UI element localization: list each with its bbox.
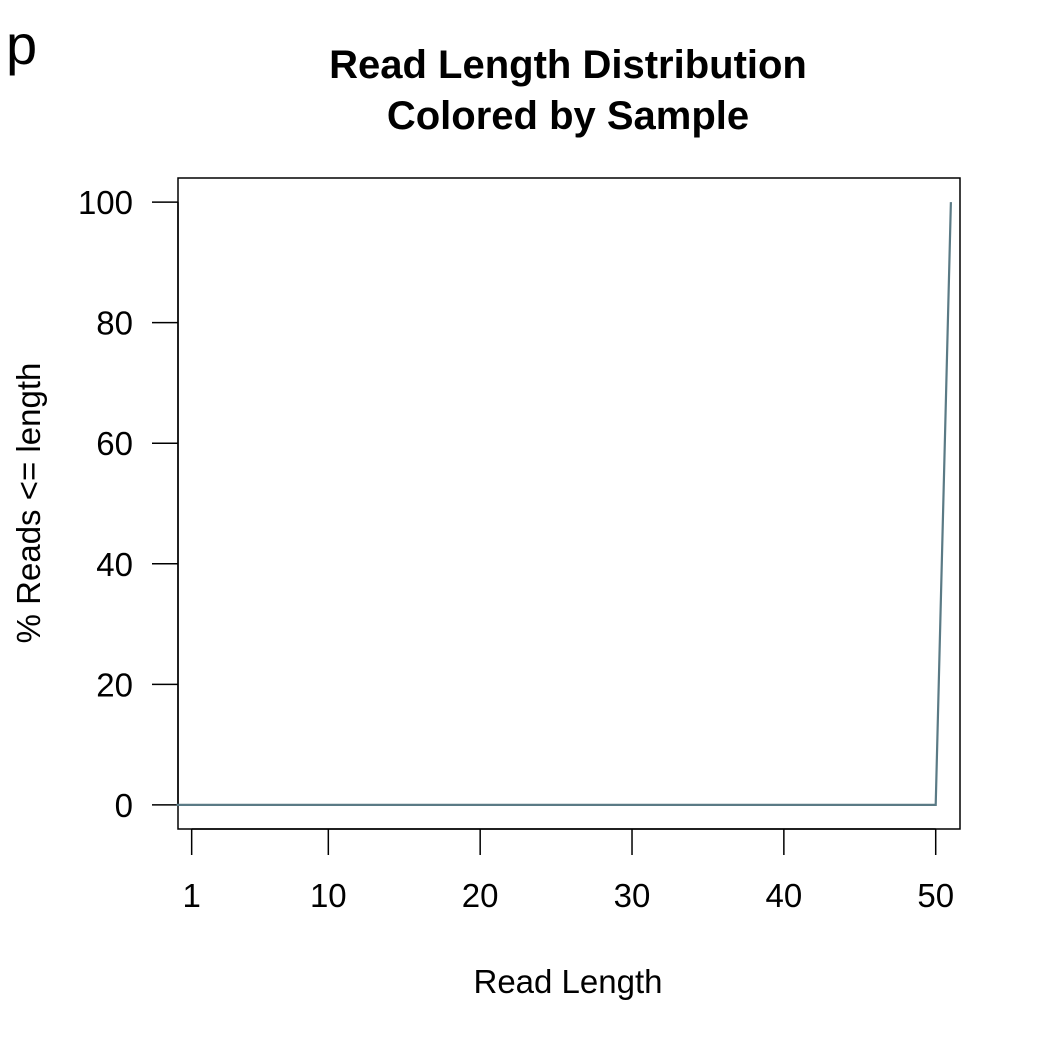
x-tick-label: 40 [766, 877, 803, 914]
x-tick-label: 20 [462, 877, 499, 914]
chart-title-line-1: Read Length Distribution [329, 43, 807, 87]
series-group [176, 202, 952, 806]
y-tick-label: 40 [96, 546, 133, 583]
y-axis-label: % Reads <= length [10, 363, 47, 644]
y-tick-label: 80 [96, 305, 133, 342]
y-tick-label: 100 [78, 184, 133, 221]
x-tick-label: 30 [614, 877, 651, 914]
y-tick-label: 20 [96, 666, 133, 703]
y-tick-label: 0 [115, 787, 133, 824]
x-tick-label: 1 [182, 877, 200, 914]
x-axis-label: Read Length [474, 963, 663, 1000]
x-tick-label: 10 [310, 877, 347, 914]
series-line-1 [176, 202, 952, 806]
y-axis: 0 20 40 60 80 100 [78, 184, 179, 824]
x-tick-label: 50 [917, 877, 954, 914]
panel-label: p [6, 13, 37, 76]
plot-frame [177, 177, 961, 830]
chart-title-line-2: Colored by Sample [387, 94, 749, 138]
x-axis: 1 10 20 30 40 50 [182, 828, 954, 914]
y-tick-label: 60 [96, 425, 133, 462]
